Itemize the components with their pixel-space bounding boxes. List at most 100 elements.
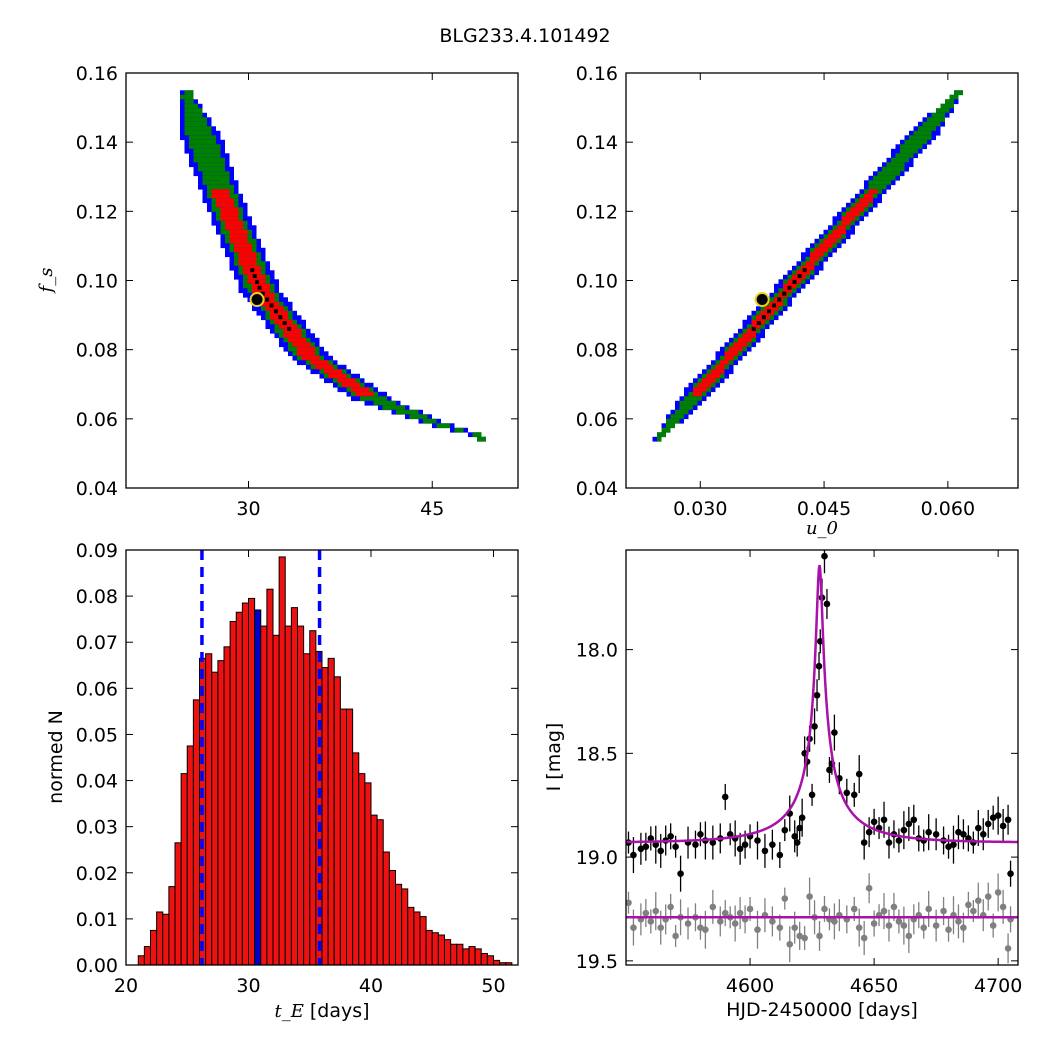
hist-bar: [419, 916, 427, 966]
panel-u0-vs-fs: 0.030 0.045 0.060 0.04 0.06 0.08 0.10 0.12 0.14 0…: [576, 63, 1019, 539]
region-mid-cell: [360, 396, 387, 402]
data-point-primary: [999, 822, 1007, 830]
region-inner-cell: [234, 247, 252, 253]
ylabel-fs-text: f_s: [36, 268, 57, 295]
data-point-secondary: [801, 934, 808, 942]
data-point-primary: [984, 820, 992, 828]
region-inner-cell: [229, 238, 248, 244]
data-point-primary: [667, 833, 674, 840]
data-point-primary: [736, 845, 744, 853]
region-inner-cell: [868, 189, 878, 195]
data-point-primary: [895, 837, 903, 844]
region-inner-cell: [216, 198, 234, 204]
hist-bar: [431, 932, 439, 966]
region-inner-cell: [220, 216, 239, 222]
region-inner-cell: [279, 324, 297, 330]
data-point-secondary: [667, 903, 674, 911]
region-mid-cell: [184, 117, 207, 123]
ticks-u0-vs-fs: 0.030 0.045 0.060 0.04 0.06 0.08 0.10 0.12 0.14 0…: [576, 63, 1018, 520]
region-mid-cell: [877, 171, 900, 177]
data-point-secondary: [626, 899, 632, 907]
hist-bar: [241, 602, 249, 966]
data-point-secondary: [920, 924, 928, 931]
hist-bar: [388, 869, 396, 966]
hist-bar: [248, 597, 256, 966]
region-mid-cell: [931, 112, 945, 118]
y-tick-label: 0.06: [576, 409, 618, 431]
region-inner-cell: [801, 265, 815, 271]
region-mid-cell: [198, 162, 225, 168]
data-point-secondary: [652, 907, 660, 915]
region-mid-cell: [670, 414, 684, 420]
xlabel-tE: t_E [days]: [274, 1000, 369, 1022]
data-point-secondary: [816, 932, 823, 940]
data-point-primary: [808, 791, 816, 799]
data-point-secondary: [860, 934, 868, 942]
region-mid-cell: [184, 130, 212, 136]
data-point-primary: [709, 839, 717, 846]
data-point-primary: [823, 600, 831, 608]
y-tick-label: 0.04: [576, 478, 618, 500]
x-tick-label: 4700: [974, 975, 1022, 997]
region-mid-cell: [679, 400, 698, 406]
best-fit-marker: [249, 292, 265, 308]
sample-point: [260, 291, 265, 296]
data-point-secondary: [716, 918, 724, 925]
region-mid-cell: [193, 157, 225, 163]
region-inner-cell: [297, 351, 315, 357]
data-point-secondary: [647, 918, 655, 925]
y-tick-label: 19.0: [576, 847, 618, 869]
hist-bar: [407, 906, 415, 966]
hist-bar: [290, 607, 298, 966]
region-inner-cell: [342, 382, 360, 388]
region-mid-cell: [202, 171, 230, 177]
data-point-secondary: [709, 903, 717, 911]
ylabel-normed-n: normed N: [45, 710, 67, 804]
hist-bar: [192, 699, 200, 966]
hist-bar: [156, 911, 164, 966]
xlabel-u0-text: u_0: [806, 518, 838, 539]
sample-point: [273, 309, 278, 314]
model-curve: [626, 564, 1018, 844]
region-mid-cell: [900, 144, 923, 150]
x-tick-label: 0.030: [673, 498, 727, 520]
region-mid-cell: [922, 121, 941, 127]
y-tick-label: 0.16: [576, 63, 618, 85]
sample-point: [761, 315, 766, 320]
region-mid-cell: [666, 418, 680, 424]
data-point-primary: [721, 793, 729, 801]
data-point-primary: [796, 824, 803, 832]
data-point-primary: [880, 816, 888, 824]
region-mid-cell: [945, 99, 954, 105]
data-point-primary: [672, 843, 679, 851]
region-mid-cell: [918, 126, 936, 132]
data-point-secondary: [781, 895, 789, 902]
region-mid-cell: [954, 90, 963, 96]
data-point-primary: [870, 818, 878, 826]
data-point-primary: [815, 662, 823, 670]
hist-bar: [150, 929, 158, 966]
data-point-secondary: [932, 922, 940, 929]
data-point-primary: [905, 820, 913, 828]
xlabel-u0: u_0: [806, 518, 838, 539]
region-inner-cell: [220, 207, 239, 213]
region-inner-cell: [751, 324, 761, 330]
y-tick-label: 0.07: [76, 632, 118, 654]
region-inner-cell: [351, 387, 369, 393]
sample-point: [797, 274, 802, 279]
sample-point: [257, 285, 262, 290]
region-mid-cell: [882, 166, 905, 172]
region-mid-cell: [661, 427, 671, 433]
region-mid-cell: [472, 432, 482, 438]
sample-point: [269, 303, 274, 308]
region-inner-cell: [864, 193, 873, 199]
region-mid-cell: [184, 99, 194, 105]
data-point-primary: [813, 691, 821, 699]
region-inner-cell: [729, 346, 743, 352]
hist-bar: [333, 676, 341, 966]
hist-bar: [284, 625, 292, 966]
region-inner-cell: [742, 333, 756, 339]
figure-title: BLG233.4.101492: [439, 25, 610, 47]
